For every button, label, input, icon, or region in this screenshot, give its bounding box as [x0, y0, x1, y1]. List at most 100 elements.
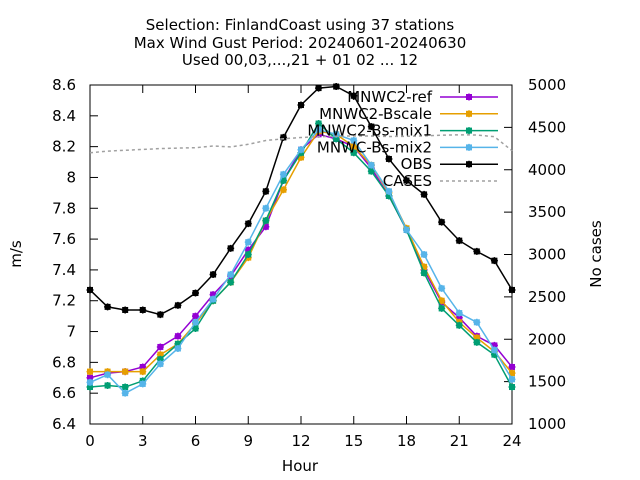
- data-point: [262, 217, 269, 224]
- chart-title: Selection: FinlandCoast using 37 station…: [134, 16, 467, 69]
- y-tick-label: 7.4: [52, 261, 76, 279]
- data-point: [456, 310, 463, 317]
- plot-frame: [89, 84, 513, 425]
- data-point: [315, 120, 322, 127]
- data-point: [438, 219, 445, 226]
- data-point: [421, 269, 428, 276]
- data-point: [87, 374, 93, 381]
- data-point: [385, 188, 392, 195]
- data-point: [491, 257, 498, 264]
- data-point: [473, 248, 480, 255]
- data-point: [350, 149, 357, 156]
- data-point: [280, 186, 287, 193]
- x-axis-label: Hour: [282, 457, 319, 475]
- data-point: [473, 319, 480, 326]
- legend-label: OBS: [401, 155, 432, 173]
- legend-item-obs: OBS: [401, 155, 498, 173]
- data-point: [192, 325, 199, 332]
- data-point: [509, 370, 515, 377]
- y-tick-label: 8.4: [52, 107, 76, 125]
- x-tick-label: 0: [85, 432, 95, 450]
- data-point: [122, 390, 129, 397]
- x-tick-label: 6: [191, 432, 201, 450]
- y2-tick-label: 3500: [528, 203, 566, 221]
- data-point: [333, 131, 340, 138]
- legend-label: MNWC-Bs-mix2: [317, 138, 432, 156]
- y-tick-label: 7.2: [52, 292, 76, 310]
- data-point: [421, 251, 428, 258]
- data-point: [491, 351, 498, 358]
- data-point: [245, 246, 252, 253]
- x-tick-label: 15: [344, 432, 363, 450]
- data-point: [421, 263, 428, 270]
- data-point: [157, 311, 164, 318]
- data-point: [438, 285, 445, 292]
- y2-tick-label: 5000: [528, 76, 566, 94]
- y-tick-label: 8: [66, 168, 76, 186]
- data-point: [333, 83, 340, 90]
- data-point: [122, 368, 129, 375]
- legend-item-cases: CASES: [383, 172, 498, 190]
- data-point: [227, 245, 234, 252]
- data-point: [438, 297, 445, 304]
- series-line: [89, 133, 513, 379]
- data-point: [491, 347, 498, 354]
- data-point: [157, 360, 164, 367]
- data-point: [262, 223, 269, 230]
- data-point: [192, 290, 199, 297]
- y-axis-label: m/s: [7, 240, 25, 268]
- data-point: [491, 342, 498, 349]
- data-point: [157, 356, 164, 363]
- data-point: [280, 134, 287, 141]
- y-tick-label: 6.6: [52, 384, 76, 402]
- data-point: [438, 305, 445, 312]
- data-point: [403, 177, 410, 184]
- data-point: [104, 382, 111, 389]
- data-point: [456, 237, 463, 244]
- data-point: [350, 143, 357, 150]
- data-point: [298, 146, 304, 153]
- data-point: [456, 314, 463, 321]
- x-tick-label: 12: [291, 432, 310, 450]
- data-point: [87, 384, 93, 391]
- data-point: [473, 334, 480, 341]
- data-point: [385, 192, 392, 199]
- data-point: [210, 296, 217, 303]
- data-point: [298, 154, 304, 161]
- data-point: [333, 135, 340, 142]
- data-point: [192, 313, 199, 320]
- data-point: [473, 339, 480, 346]
- y2-tick-label: 3000: [528, 246, 566, 264]
- title-line-1: Selection: FinlandCoast using 37 station…: [146, 16, 455, 34]
- data-point: [315, 85, 322, 92]
- data-point: [174, 302, 181, 309]
- data-point: [139, 368, 146, 375]
- data-point: [315, 126, 322, 133]
- plot-area: 6.4 6.6 6.8 7 7.2 7.4 7.6 7.8 8 8.2 8.4 8.6 1000 1500…: [52, 76, 566, 450]
- y-tick-label: 6.4: [52, 415, 76, 433]
- legend: MNWC2-refMNWC2-BscaleMNWC2-Bs-mix1MNWC-B…: [307, 88, 498, 190]
- series-mnwc2-bscale: [86, 127, 516, 377]
- data-point: [350, 92, 357, 99]
- data-point: [104, 303, 111, 310]
- series-mnwc-bs-mix2: [86, 126, 516, 397]
- series-cases: [89, 134, 513, 154]
- legend-marker: [466, 127, 472, 134]
- legend-marker: [466, 161, 472, 168]
- series-obs: [86, 83, 516, 319]
- data-point: [368, 168, 375, 175]
- data-point: [210, 291, 217, 298]
- y-tick-label: 6.8: [52, 353, 76, 371]
- legend-item-mnwc-bs-mix2: MNWC-Bs-mix2: [317, 138, 498, 156]
- x-tick-label: 18: [397, 432, 416, 450]
- data-point: [368, 162, 375, 169]
- y2-axis-label: No cases: [587, 220, 605, 288]
- data-point: [87, 368, 93, 375]
- x-tick-label: 3: [138, 432, 148, 450]
- data-point: [139, 306, 146, 313]
- data-point: [192, 319, 199, 326]
- data-point: [210, 271, 217, 278]
- legend-item-mnwc2-bs-mix1: MNWC2-Bs-mix1: [307, 122, 498, 140]
- data-point: [139, 363, 146, 370]
